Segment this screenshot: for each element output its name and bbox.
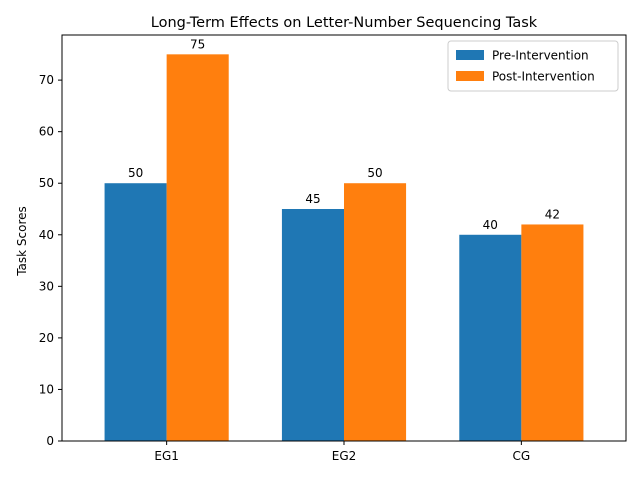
bar-CG-Post-Intervention	[521, 224, 584, 441]
y-tick-label: 50	[39, 176, 54, 190]
bar-EG1-Post-Intervention	[166, 54, 229, 441]
y-tick-label: 0	[46, 434, 54, 448]
legend-swatch	[456, 71, 484, 81]
x-tick-label: EG1	[154, 449, 179, 463]
data-label: 75	[190, 37, 205, 51]
legend-box	[447, 40, 619, 92]
axes: 0 10 20 30 40 50 60 70 EG1 EG2 CG	[39, 34, 627, 463]
bar-CG-Pre-Intervention	[459, 234, 522, 441]
y-tick-label: 20	[39, 331, 54, 345]
data-label: 45	[305, 192, 320, 206]
y-tick-label: 30	[39, 279, 54, 293]
legend-swatch	[456, 50, 484, 60]
bar-EG2-Pre-Intervention	[281, 209, 344, 441]
legend: Pre-Intervention Post-Intervention	[447, 40, 619, 92]
data-label: 50	[128, 166, 143, 180]
chart-title: Long-Term Effects on Letter-Number Seque…	[151, 15, 538, 31]
legend-label: Post-Intervention	[492, 70, 595, 84]
data-label: 50	[367, 166, 382, 180]
y-axis-label: Task Scores	[15, 206, 29, 277]
data-label: 40	[483, 218, 498, 232]
y-tick-label: 10	[39, 382, 54, 396]
y-tick-label: 40	[39, 228, 54, 242]
x-tick-label: EG2	[332, 449, 357, 463]
y-tick-label: 60	[39, 125, 54, 139]
plot-area: 50 45 40 75 50 42	[104, 37, 584, 441]
x-tick-label: CG	[513, 449, 531, 463]
bar-EG1-Pre-Intervention	[104, 183, 167, 441]
bar-EG2-Post-Intervention	[344, 183, 407, 441]
data-label: 42	[545, 207, 560, 221]
y-tick-label: 70	[39, 73, 54, 87]
legend-label: Pre-Intervention	[492, 49, 589, 63]
